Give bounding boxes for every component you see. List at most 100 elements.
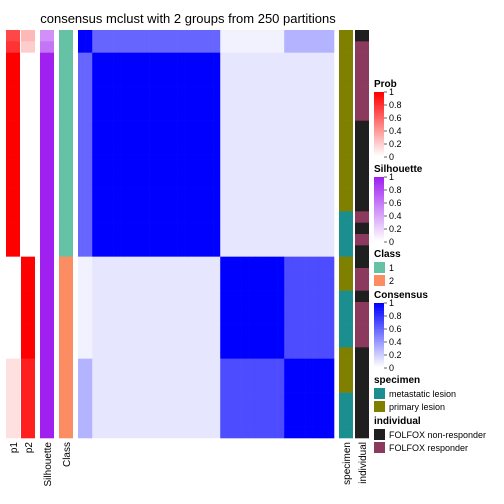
consensus-cell: [170, 234, 178, 246]
individual-cell: [355, 256, 369, 269]
consensus-cell: [85, 98, 93, 110]
consensus-cell: [106, 222, 114, 235]
legend-gradient-consensus: [374, 355, 384, 357]
consensus-cell: [277, 98, 285, 110]
individual-cell: [355, 75, 369, 87]
consensus-cell: [184, 268, 193, 280]
consensus-cell: [184, 392, 193, 405]
annotation-cell-class: [59, 166, 73, 178]
legend-gradient-consensus: [374, 332, 384, 335]
consensus-cell: [305, 166, 313, 178]
consensus-cell: [284, 30, 292, 42]
consensus-cell: [241, 324, 249, 337]
legend-gradient-consensus: [374, 345, 384, 348]
consensus-cell: [127, 188, 136, 201]
consensus-cell: [149, 132, 157, 144]
consensus-cell: [198, 154, 207, 167]
consensus-cell: [163, 347, 171, 359]
consensus-cell: [234, 166, 242, 178]
consensus-cell: [298, 234, 306, 246]
consensus-cell: [206, 358, 214, 371]
consensus-cell: [270, 268, 278, 280]
consensus-cell: [191, 245, 200, 257]
consensus-cell: [326, 143, 335, 155]
legend-gradient-prob: [374, 150, 384, 153]
legend-gradient-silhouette: [374, 214, 384, 217]
consensus-cell: [241, 268, 249, 280]
legend-tick-label: 0.4: [389, 211, 402, 221]
legend-gradient-silhouette: [374, 188, 384, 191]
consensus-cell: [213, 324, 221, 337]
consensus-cell: [149, 120, 157, 133]
consensus-cell: [227, 177, 235, 189]
individual-cell: [355, 268, 369, 280]
consensus-cell: [234, 268, 242, 280]
annotation-cell-p2: [21, 234, 35, 246]
consensus-cell: [134, 324, 143, 337]
consensus-cell: [170, 166, 178, 178]
consensus-cell: [255, 64, 264, 76]
legend-gradient-silhouette: [374, 186, 384, 189]
consensus-cell: [149, 98, 157, 110]
consensus-cell: [92, 188, 100, 201]
consensus-cell: [284, 313, 292, 325]
consensus-cell: [85, 211, 93, 223]
annotation-cell-p2: [21, 211, 35, 223]
consensus-cell: [220, 41, 228, 53]
consensus-cell: [227, 392, 235, 405]
consensus-cell: [149, 279, 157, 291]
consensus-cell: [255, 75, 264, 87]
annotation-cell-p1: [6, 392, 20, 405]
consensus-cell: [277, 86, 285, 99]
consensus-cell: [113, 30, 121, 42]
consensus-cell: [262, 290, 271, 303]
consensus-cell: [248, 120, 257, 133]
consensus-cell: [234, 41, 242, 53]
annotation-cell-silhouette: [40, 381, 54, 393]
consensus-cell: [142, 234, 150, 246]
consensus-cell: [234, 404, 242, 416]
consensus-cell: [127, 358, 136, 371]
consensus-cell: [319, 290, 328, 303]
consensus-cell: [156, 64, 164, 76]
consensus-cell: [127, 132, 136, 144]
consensus-cell: [134, 302, 143, 314]
consensus-cell: [213, 200, 221, 212]
consensus-cell: [184, 347, 193, 359]
consensus-cell: [248, 86, 257, 99]
consensus-cell: [270, 392, 278, 405]
consensus-cell: [170, 143, 178, 155]
consensus-cell: [142, 426, 150, 439]
consensus-cell: [305, 290, 313, 303]
consensus-cell: [134, 370, 143, 382]
consensus-cell: [78, 154, 86, 167]
consensus-cell: [277, 154, 285, 167]
consensus-cell: [255, 200, 264, 212]
consensus-cell: [92, 370, 100, 382]
consensus-cell: [248, 98, 257, 110]
specimen-cell: [339, 222, 353, 235]
annotation-cell-p2: [21, 52, 35, 65]
consensus-cell: [262, 166, 271, 178]
consensus-cell: [134, 132, 143, 144]
specimen-cell: [339, 324, 353, 337]
consensus-cell: [277, 370, 285, 382]
consensus-cell: [92, 392, 100, 405]
consensus-cell: [78, 222, 86, 235]
consensus-cell: [184, 245, 193, 257]
consensus-cell: [213, 336, 221, 348]
consensus-cell: [213, 302, 221, 314]
annotation-cell-p1: [6, 336, 20, 348]
consensus-cell: [85, 336, 93, 348]
consensus-cell: [120, 245, 129, 257]
consensus-cell: [127, 52, 136, 65]
consensus-cell: [213, 392, 221, 405]
consensus-cell: [106, 98, 114, 110]
consensus-cell: [255, 177, 264, 189]
consensus-cell: [227, 313, 235, 325]
consensus-cell: [248, 347, 257, 359]
consensus-cell: [170, 302, 178, 314]
individual-cell: [355, 392, 369, 405]
consensus-cell: [191, 313, 200, 325]
legend-gradient-prob: [374, 103, 384, 106]
